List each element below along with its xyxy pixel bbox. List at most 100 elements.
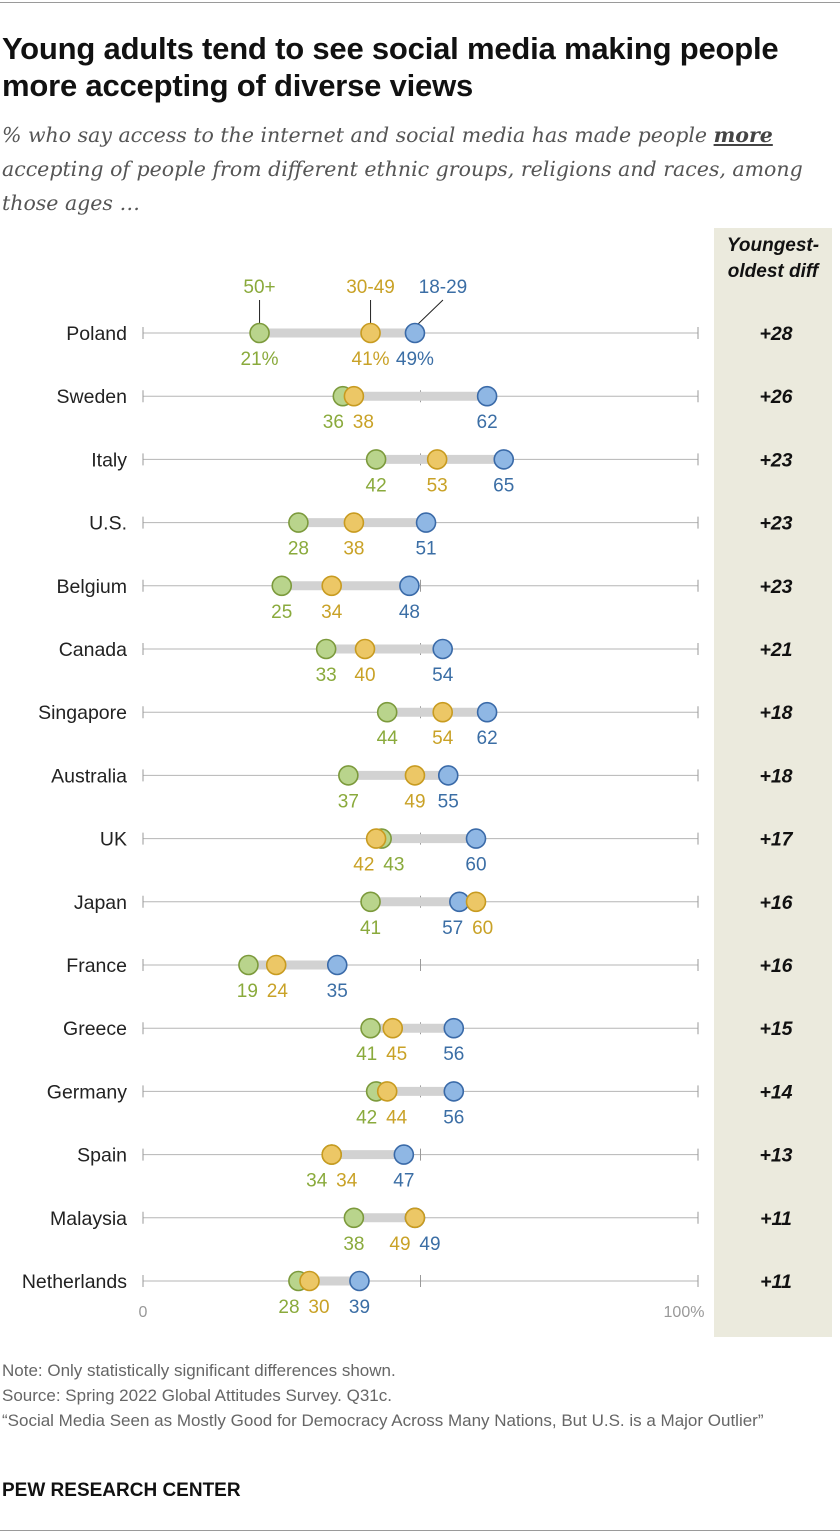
dot-50plus bbox=[338, 765, 359, 786]
dot-18-29 bbox=[326, 954, 348, 976]
diff-value: +21 bbox=[759, 639, 792, 661]
value-label-18-29: 49 bbox=[419, 1234, 440, 1255]
diff-value: +28 bbox=[759, 323, 792, 345]
value-label-50plus: 38 bbox=[343, 1234, 364, 1255]
note-text: Note: Only statistically significant dif… bbox=[2, 1361, 396, 1380]
value-label-30-49: 42 bbox=[353, 855, 374, 876]
legend-30-49: 30-49 bbox=[346, 277, 395, 298]
value-label-30-49: 44 bbox=[386, 1107, 408, 1128]
country-label: Australia bbox=[51, 765, 127, 787]
dot-30-49 bbox=[365, 828, 387, 849]
dot-18-29 bbox=[399, 575, 420, 597]
country-label: Italy bbox=[91, 449, 127, 471]
dot-50plus bbox=[238, 954, 259, 976]
dot-30-49 bbox=[376, 1081, 398, 1102]
country-label: Spain bbox=[77, 1145, 127, 1167]
value-label-18-29: 55 bbox=[438, 791, 459, 812]
value-label-18-29: 57 bbox=[442, 918, 463, 939]
subtitle-emphasis: more bbox=[713, 123, 773, 147]
value-label-30-49: 53 bbox=[427, 475, 448, 496]
diff-value: +11 bbox=[760, 1208, 792, 1230]
brand-logo-text: PEW RESEARCH CENTER bbox=[2, 1480, 241, 1501]
value-label-50plus: 36 bbox=[323, 412, 344, 433]
value-label-18-29: 35 bbox=[327, 981, 348, 1002]
value-label-50plus: 44 bbox=[377, 728, 399, 749]
value-label-30-49: 38 bbox=[343, 539, 364, 560]
diff-value: +16 bbox=[759, 892, 792, 914]
dot-30-49 bbox=[265, 954, 287, 976]
diff-value: +18 bbox=[759, 765, 792, 787]
value-label-50plus: 34 bbox=[306, 1171, 328, 1192]
top-rule bbox=[0, 2, 840, 3]
subtitle-text: % who say access to the internet and soc… bbox=[2, 123, 714, 147]
dot-18-29 bbox=[404, 322, 426, 344]
dot-18-29 bbox=[476, 385, 498, 407]
chart-title: Young adults tend to see social media ma… bbox=[2, 31, 779, 103]
value-label-50plus: 19 bbox=[237, 981, 258, 1002]
diff-value: +23 bbox=[759, 449, 792, 471]
dot-50plus bbox=[315, 638, 337, 660]
diff-value: +18 bbox=[759, 702, 792, 724]
value-label-18-29: 47 bbox=[393, 1171, 414, 1192]
value-label-50plus: 33 bbox=[316, 665, 337, 686]
bottom-rule bbox=[0, 1530, 840, 1531]
dot-18-29 bbox=[465, 828, 487, 849]
country-label: Canada bbox=[59, 639, 127, 661]
dot-50plus bbox=[288, 512, 309, 533]
dot-30-49 bbox=[343, 385, 365, 407]
legend-18-29: 18-29 bbox=[419, 277, 468, 298]
dot-30-49 bbox=[354, 638, 376, 660]
value-label-18-29: 48 bbox=[399, 602, 420, 623]
diff-value: +23 bbox=[759, 513, 792, 535]
value-label-18-29: 62 bbox=[477, 728, 498, 749]
dot-50plus bbox=[249, 322, 270, 344]
dot-50plus bbox=[360, 891, 381, 913]
dot-30-49 bbox=[321, 1144, 343, 1165]
dot-30-49 bbox=[432, 701, 454, 723]
country-label: France bbox=[66, 955, 127, 977]
diff-value: +13 bbox=[759, 1145, 792, 1167]
dot-50plus bbox=[360, 1017, 381, 1039]
diff-value: +16 bbox=[759, 955, 792, 977]
diff-column-header: Youngest-oldest diff bbox=[726, 235, 820, 282]
value-label-30-49: 60 bbox=[472, 918, 493, 939]
dot-18-29 bbox=[437, 765, 459, 786]
dot-30-49 bbox=[299, 1270, 320, 1292]
value-label-50plus: 37 bbox=[338, 791, 359, 812]
dot-50plus bbox=[271, 575, 293, 597]
dot-18-29 bbox=[443, 1017, 465, 1039]
diff-value: +15 bbox=[759, 1018, 793, 1040]
value-label-18-29: 56 bbox=[443, 1107, 464, 1128]
dot-18-29 bbox=[432, 638, 454, 660]
value-label-30-49: 49 bbox=[389, 1234, 410, 1255]
legend-50plus: 50+ bbox=[243, 277, 275, 298]
dot-30-49 bbox=[343, 512, 365, 533]
value-label-30-49: 49 bbox=[404, 791, 425, 812]
country-label: Germany bbox=[47, 1081, 127, 1103]
country-label: Poland bbox=[66, 323, 127, 345]
diff-value: +17 bbox=[759, 829, 793, 851]
dot-18-29 bbox=[349, 1270, 370, 1292]
country-label: Belgium bbox=[57, 576, 127, 598]
value-label-18-29: 51 bbox=[415, 539, 436, 560]
value-label-30-49: 34 bbox=[321, 602, 343, 623]
value-label-30-49: 38 bbox=[353, 412, 374, 433]
value-label-30-49: 24 bbox=[267, 981, 289, 1002]
value-label-30-49: 41% bbox=[352, 349, 390, 370]
country-label: Sweden bbox=[57, 386, 127, 408]
legend-leader-line bbox=[414, 299, 444, 328]
subtitle-text-end: accepting of people from different ethni… bbox=[2, 157, 803, 215]
value-label-50plus: 42 bbox=[356, 1107, 377, 1128]
value-label-30-49: 34 bbox=[336, 1171, 358, 1192]
value-label-50plus: 21% bbox=[241, 349, 279, 370]
value-label-30-49: 30 bbox=[308, 1297, 329, 1318]
value-label-50plus: 42 bbox=[366, 475, 387, 496]
value-label-18-29: 60 bbox=[465, 855, 486, 876]
country-label: Singapore bbox=[38, 702, 127, 724]
country-label: UK bbox=[100, 829, 127, 851]
dot-30-49 bbox=[404, 1207, 426, 1229]
diff-value: +26 bbox=[759, 386, 792, 408]
diff-column-panel bbox=[714, 228, 832, 1337]
diff-value: +14 bbox=[759, 1081, 792, 1103]
chart-subtitle: % who say access to the internet and soc… bbox=[2, 118, 832, 220]
